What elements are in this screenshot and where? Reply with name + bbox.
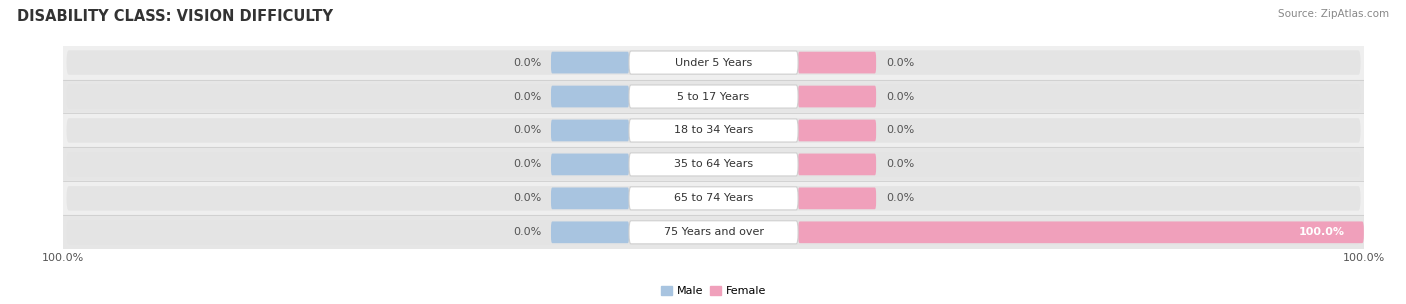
FancyBboxPatch shape xyxy=(66,50,1361,75)
FancyBboxPatch shape xyxy=(799,154,876,175)
FancyBboxPatch shape xyxy=(628,85,799,108)
Text: Under 5 Years: Under 5 Years xyxy=(675,57,752,67)
Bar xyxy=(63,113,1364,147)
FancyBboxPatch shape xyxy=(799,119,876,141)
FancyBboxPatch shape xyxy=(551,52,628,74)
Text: 5 to 17 Years: 5 to 17 Years xyxy=(678,92,749,102)
FancyBboxPatch shape xyxy=(799,52,876,74)
Text: 0.0%: 0.0% xyxy=(513,57,541,67)
Text: 75 Years and over: 75 Years and over xyxy=(664,227,763,237)
FancyBboxPatch shape xyxy=(551,221,628,243)
Text: 0.0%: 0.0% xyxy=(513,159,541,169)
FancyBboxPatch shape xyxy=(66,118,1361,143)
Text: 65 to 74 Years: 65 to 74 Years xyxy=(673,193,754,203)
FancyBboxPatch shape xyxy=(799,221,1364,243)
Text: 0.0%: 0.0% xyxy=(513,193,541,203)
Text: 0.0%: 0.0% xyxy=(886,193,914,203)
Bar xyxy=(63,181,1364,215)
FancyBboxPatch shape xyxy=(66,186,1361,211)
Text: 0.0%: 0.0% xyxy=(886,159,914,169)
FancyBboxPatch shape xyxy=(628,221,799,244)
Text: DISABILITY CLASS: VISION DIFFICULTY: DISABILITY CLASS: VISION DIFFICULTY xyxy=(17,9,333,24)
Text: 100.0%: 100.0% xyxy=(1298,227,1344,237)
FancyBboxPatch shape xyxy=(628,153,799,176)
FancyBboxPatch shape xyxy=(551,188,628,209)
Text: 0.0%: 0.0% xyxy=(513,126,541,136)
Text: 0.0%: 0.0% xyxy=(513,227,541,237)
Text: 18 to 34 Years: 18 to 34 Years xyxy=(673,126,754,136)
Bar xyxy=(63,46,1364,80)
FancyBboxPatch shape xyxy=(551,86,628,107)
FancyBboxPatch shape xyxy=(799,86,876,107)
FancyBboxPatch shape xyxy=(66,220,1361,244)
FancyBboxPatch shape xyxy=(66,152,1361,177)
Text: 35 to 64 Years: 35 to 64 Years xyxy=(673,159,754,169)
Bar xyxy=(63,215,1364,249)
FancyBboxPatch shape xyxy=(628,187,799,210)
Text: 0.0%: 0.0% xyxy=(886,126,914,136)
FancyBboxPatch shape xyxy=(628,51,799,74)
Bar xyxy=(63,80,1364,113)
Text: 0.0%: 0.0% xyxy=(513,92,541,102)
FancyBboxPatch shape xyxy=(799,188,876,209)
Text: 0.0%: 0.0% xyxy=(886,92,914,102)
FancyBboxPatch shape xyxy=(66,84,1361,109)
Legend: Male, Female: Male, Female xyxy=(657,282,770,301)
Text: Source: ZipAtlas.com: Source: ZipAtlas.com xyxy=(1278,9,1389,19)
FancyBboxPatch shape xyxy=(551,154,628,175)
Text: 0.0%: 0.0% xyxy=(886,57,914,67)
Bar xyxy=(63,147,1364,181)
FancyBboxPatch shape xyxy=(551,119,628,141)
FancyBboxPatch shape xyxy=(628,119,799,142)
